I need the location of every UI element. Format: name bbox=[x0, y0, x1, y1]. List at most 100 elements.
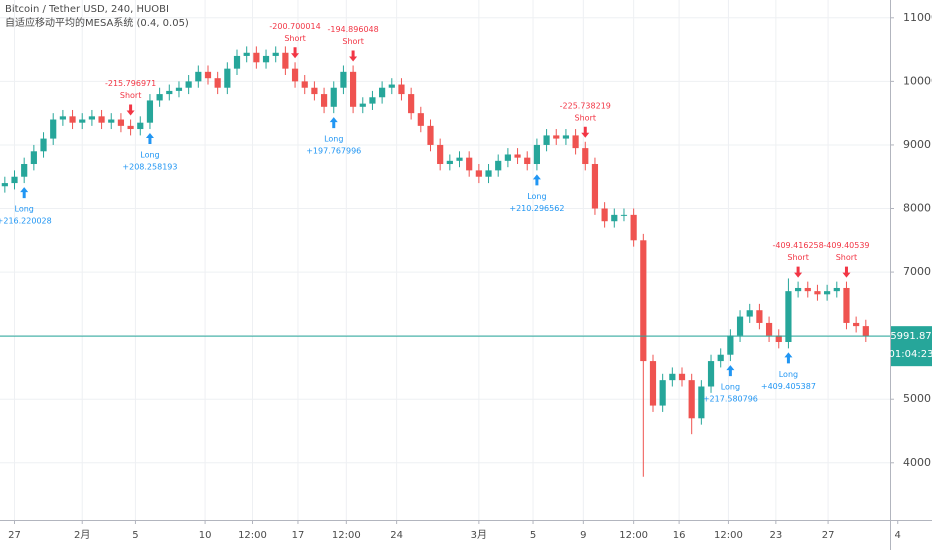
candle-body bbox=[417, 113, 424, 126]
candle-body bbox=[69, 116, 76, 123]
short-value: -194.896048 bbox=[327, 25, 378, 34]
short-arrow bbox=[291, 47, 300, 59]
candle-body bbox=[649, 361, 657, 406]
candle-body bbox=[272, 52, 279, 56]
candle-body bbox=[640, 240, 647, 362]
candle-body bbox=[611, 214, 618, 222]
grid bbox=[0, 0, 890, 520]
candle-body bbox=[204, 71, 212, 79]
long-label: Long bbox=[140, 151, 159, 160]
candle-body bbox=[30, 151, 37, 165]
long-label: Long bbox=[779, 370, 798, 379]
candle-body bbox=[862, 326, 869, 337]
x-tick-label: 3月 bbox=[471, 529, 487, 541]
candle-body bbox=[320, 94, 328, 107]
long-arrow bbox=[145, 133, 154, 145]
long-value: +197.767996 bbox=[306, 147, 361, 156]
long-label: Long bbox=[721, 383, 740, 392]
candle-body bbox=[330, 87, 337, 107]
candle-body bbox=[340, 71, 347, 88]
y-tick-label: 10000.00 bbox=[903, 74, 932, 87]
candle-body bbox=[88, 116, 95, 120]
candle-body bbox=[601, 208, 608, 222]
candle-body bbox=[50, 119, 57, 139]
short-label: Short bbox=[342, 37, 363, 46]
short-value: -409.416258 bbox=[772, 241, 823, 250]
x-tick-label: 5 bbox=[132, 530, 138, 541]
candle-body bbox=[379, 87, 386, 98]
candle-body bbox=[359, 103, 366, 107]
candle-body bbox=[514, 154, 521, 158]
x-tick-label: 17 bbox=[292, 530, 305, 541]
candle-body bbox=[504, 154, 511, 161]
chart-title: Bitcoin / Tether USD, 240, HUOBI bbox=[5, 4, 169, 15]
short-arrow bbox=[349, 50, 358, 62]
x-tick-label: 27 bbox=[822, 530, 835, 541]
candle-body bbox=[253, 52, 260, 63]
long-label: Long bbox=[527, 192, 546, 201]
candle-body bbox=[524, 157, 531, 165]
x-tick-label: 27 bbox=[8, 530, 21, 541]
candle-body bbox=[466, 157, 473, 171]
long-arrow bbox=[726, 365, 735, 377]
price-label-box bbox=[891, 326, 932, 367]
y-tick-label: 9000.00 bbox=[903, 138, 932, 151]
candle-body bbox=[282, 52, 289, 69]
candle-body bbox=[804, 287, 811, 292]
candle-body bbox=[620, 214, 628, 216]
candle-body bbox=[824, 291, 831, 295]
candle-body bbox=[630, 214, 637, 241]
candle-body bbox=[775, 335, 782, 343]
candle-body bbox=[707, 361, 715, 387]
candle-body bbox=[437, 144, 444, 165]
x-tick-label: 16 bbox=[673, 530, 686, 541]
candle-body bbox=[1, 183, 8, 187]
candle-body bbox=[233, 55, 241, 69]
candle-body bbox=[572, 135, 579, 149]
long-arrow bbox=[20, 187, 29, 199]
candle-body bbox=[688, 380, 695, 419]
candle-body bbox=[698, 386, 705, 419]
candle-body bbox=[795, 287, 802, 292]
short-value: -409.40539 bbox=[823, 241, 869, 250]
candle-body bbox=[669, 373, 676, 381]
long-value: +217.580796 bbox=[703, 395, 758, 404]
x-tick-label: 12:00 bbox=[619, 530, 648, 541]
long-label: Long bbox=[324, 135, 343, 144]
short-label: Short bbox=[836, 253, 857, 262]
candle-body bbox=[717, 354, 724, 362]
long-label: Long bbox=[15, 205, 34, 214]
y-tick-label: 7000.00 bbox=[903, 265, 932, 278]
x-tick-label: 12:00 bbox=[238, 530, 267, 541]
long-arrow bbox=[329, 117, 338, 129]
candle-body bbox=[746, 310, 753, 317]
short-arrow bbox=[126, 104, 135, 116]
candle-body bbox=[79, 119, 86, 123]
x-tick-label: 12:00 bbox=[332, 530, 361, 541]
short-value: -200.700014 bbox=[269, 22, 320, 31]
candle-body bbox=[127, 125, 134, 130]
candle-body bbox=[117, 119, 125, 126]
candle-body bbox=[137, 122, 144, 130]
short-arrow bbox=[794, 266, 803, 278]
candle-body bbox=[543, 135, 550, 145]
short-label: Short bbox=[284, 34, 305, 43]
long-value: +216.220028 bbox=[0, 217, 52, 226]
long-value: +208.258193 bbox=[122, 163, 177, 172]
candle-body bbox=[659, 380, 666, 406]
candle-body bbox=[40, 138, 47, 152]
candle-body bbox=[262, 55, 270, 63]
y-tick-label: 8000.00 bbox=[903, 202, 932, 215]
candle-body bbox=[146, 100, 154, 123]
indicator-name: 自适应移动平均的MESA系统 (0.4, 0.05) bbox=[5, 16, 189, 29]
candle-body bbox=[291, 68, 299, 82]
candle-body bbox=[166, 90, 173, 95]
long-value: +210.296562 bbox=[509, 204, 564, 213]
candle-body bbox=[388, 84, 395, 88]
candle-body bbox=[156, 94, 163, 101]
candle-body bbox=[833, 287, 840, 292]
candle-body bbox=[843, 287, 850, 323]
short-value: -215.796971 bbox=[105, 79, 156, 88]
candle-body bbox=[785, 291, 792, 343]
